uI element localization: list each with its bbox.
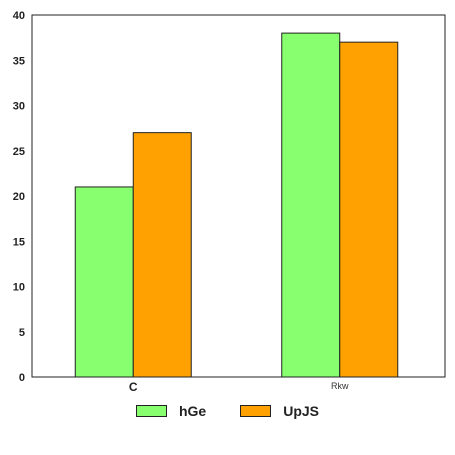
plot-frame [31,14,446,378]
legend-item-upjs: UpJS [240,403,319,419]
x-tick-label: Rkw [331,381,349,391]
bar-hge-c [74,186,134,378]
legend: hGe UpJS [0,403,455,419]
bar-upjs-c [132,132,192,378]
y-tick-label: 5 [19,327,25,339]
y-tick-label: 25 [13,146,25,158]
bars [74,32,399,378]
y-tick-label: 10 [13,282,25,294]
legend-label-hge: hGe [178,403,207,419]
y-tick-label: 15 [13,236,25,248]
y-tick-label: 20 [13,191,25,203]
y-tick-label: 35 [13,55,25,67]
y-tick-label: 0 [19,372,25,384]
y-axis: 0 5 10 15 20 25 30 35 40 [13,10,25,384]
y-tick-label: 40 [13,10,25,22]
bar-hge-rkw [281,32,341,378]
legend-item-hge: hGe [135,403,207,419]
y-tick-label: 30 [13,101,25,113]
bar-chart: 0 5 10 15 20 25 30 35 40 C Rkw [13,10,446,394]
legend-swatch-upjs [240,405,272,417]
bar-upjs-rkw [339,41,399,378]
legend-label-upjs: UpJS [283,403,320,419]
x-tick-label: C [129,380,138,394]
legend-swatch-hge [135,405,167,417]
x-axis: C Rkw [129,380,349,394]
